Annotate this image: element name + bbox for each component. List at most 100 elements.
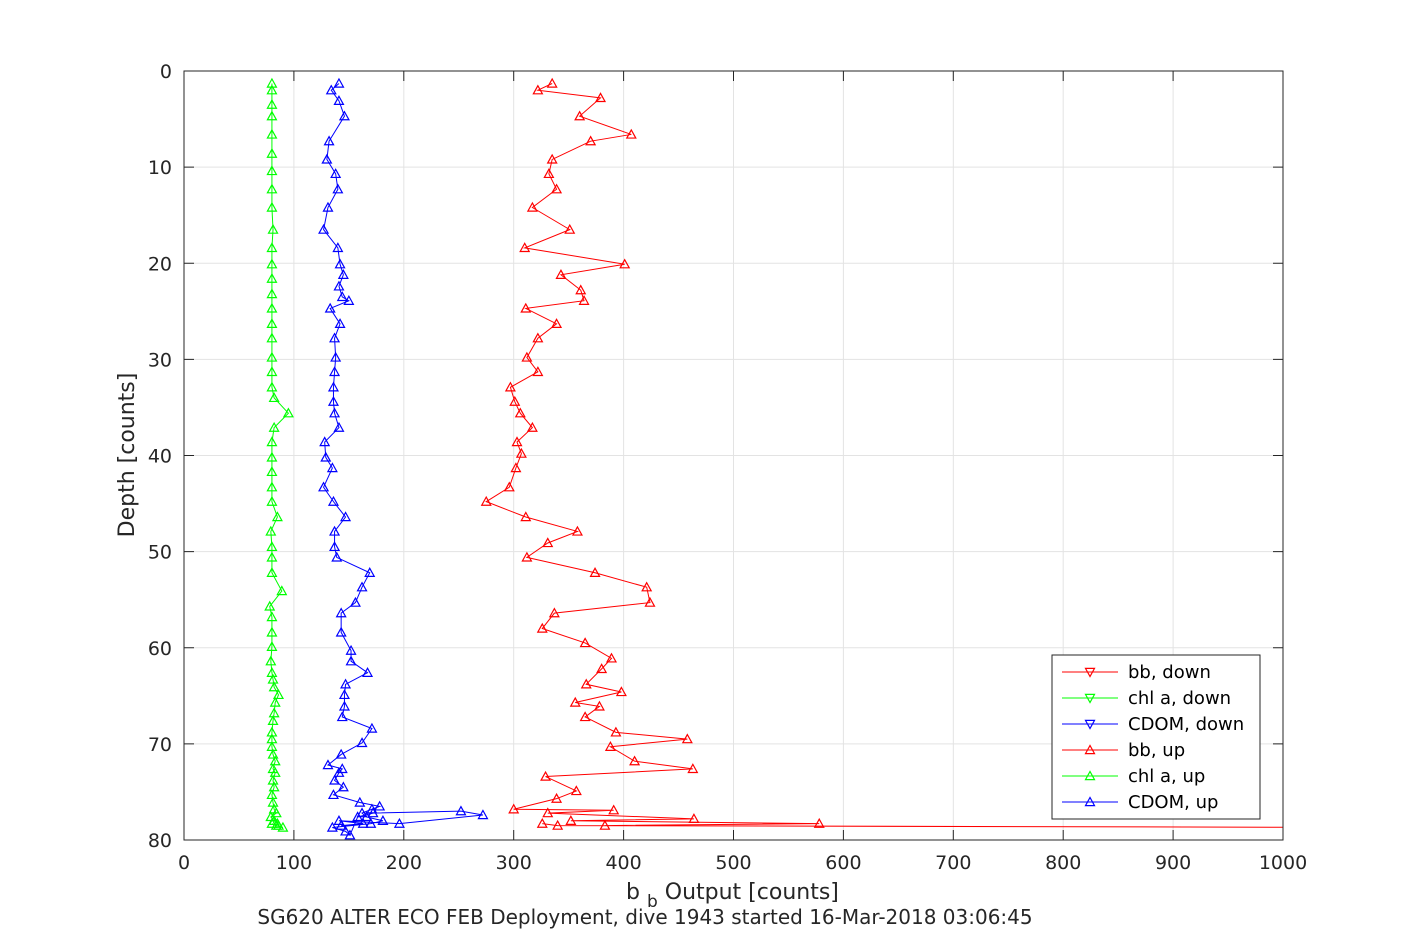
data-point-marker: [338, 110, 350, 121]
data-point-marker: [268, 707, 280, 718]
data-point-marker: [266, 611, 278, 622]
data-point-marker: [266, 381, 278, 392]
data-point-marker: [266, 98, 278, 109]
legend-label: chl a, up: [1128, 766, 1205, 787]
data-point-marker: [332, 183, 344, 194]
data-point-marker: [334, 318, 346, 329]
data-point-marker: [508, 803, 520, 814]
data-point-marker: [266, 165, 278, 176]
data-point-marker: [333, 421, 345, 432]
data-point-marker: [615, 686, 627, 697]
data-point-marker: [608, 804, 620, 815]
data-point-marker: [542, 807, 554, 818]
data-point-marker: [532, 84, 544, 95]
data-point-marker: [543, 168, 555, 179]
data-point-marker: [266, 242, 278, 253]
data-point-marker: [510, 462, 522, 473]
data-point-marker: [282, 407, 294, 418]
data-point-marker: [571, 525, 583, 536]
y-tick-label: 70: [148, 734, 172, 756]
data-point-marker: [327, 495, 339, 506]
data-point-marker: [604, 741, 616, 751]
data-point-marker: [333, 766, 345, 777]
data-point-marker: [265, 525, 277, 536]
data-point-marker: [580, 678, 592, 689]
data-point-marker: [337, 269, 349, 279]
data-point-marker: [331, 551, 343, 562]
data-point-marker: [325, 84, 337, 95]
data-point-marker: [542, 537, 554, 548]
data-point-marker: [356, 581, 368, 592]
data-point-marker: [266, 128, 278, 139]
legend-box: [1051, 654, 1261, 820]
y-tick-label: 30: [148, 349, 172, 371]
data-point-marker: [330, 168, 342, 179]
legend-label: chl a, down: [1128, 688, 1231, 709]
data-point-marker: [268, 681, 280, 692]
data-point-marker: [329, 407, 341, 418]
data-point-marker: [532, 366, 544, 377]
data-point-marker: [548, 607, 560, 618]
data-point-marker: [629, 755, 641, 766]
data-point-marker: [266, 318, 278, 329]
data-point-marker: [455, 805, 467, 816]
data-point-marker: [277, 821, 289, 832]
data-point-marker: [504, 381, 516, 392]
data-point-marker: [270, 819, 282, 830]
data-point-marker: [366, 803, 378, 814]
data-point-marker: [266, 436, 278, 447]
data-point-marker: [521, 351, 533, 362]
data-point-marker: [329, 332, 341, 343]
data-point-marker: [546, 77, 558, 88]
legend-marker: [1084, 693, 1096, 704]
data-point-marker: [377, 815, 389, 825]
data-point-marker: [333, 95, 345, 105]
data-point-marker: [540, 770, 552, 781]
data-point-marker: [335, 819, 347, 830]
data-point-marker: [367, 807, 379, 818]
data-point-marker: [266, 332, 278, 343]
data-point-marker: [595, 92, 607, 103]
legend-label: CDOM, down: [1128, 714, 1244, 735]
data-point-marker: [520, 511, 532, 522]
data-point-marker: [266, 789, 278, 800]
data-point-marker: [266, 466, 278, 477]
data-point-marker: [320, 451, 332, 462]
data-point-marker: [362, 667, 374, 677]
data-point-marker: [318, 481, 330, 492]
data-point-marker: [335, 626, 347, 637]
series-layer: [264, 77, 1283, 840]
data-point-marker: [266, 726, 278, 737]
data-point-marker: [578, 295, 590, 305]
data-point-marker: [340, 511, 352, 522]
data-point-marker: [266, 495, 278, 506]
data-point-marker: [267, 715, 279, 726]
legend-marker: [1084, 719, 1096, 730]
x-tick-label: 400: [605, 852, 641, 874]
data-point-marker: [323, 135, 335, 146]
data-point-marker: [589, 567, 601, 577]
data-point-marker: [336, 763, 348, 774]
data-point-marker: [526, 201, 538, 212]
data-point-marker: [511, 436, 523, 447]
data-point-marker: [322, 759, 334, 770]
x-tick-label: 0: [178, 852, 190, 874]
data-point-marker: [374, 800, 386, 811]
data-point-marker: [605, 652, 618, 663]
data-point-marker: [266, 451, 278, 462]
data-point-marker: [551, 183, 563, 194]
data-point-marker: [266, 258, 278, 269]
data-point-marker: [532, 332, 544, 343]
data-point-marker: [266, 110, 278, 121]
data-point-marker: [599, 819, 611, 830]
data-point-marker: [335, 748, 347, 759]
data-point-marker: [366, 722, 378, 733]
data-point-marker: [266, 84, 278, 95]
data-point-marker: [625, 128, 637, 139]
x-tick-label: 600: [825, 852, 861, 874]
data-point-marker: [269, 696, 281, 707]
data-point-marker: [579, 637, 591, 648]
data-point-marker: [340, 678, 352, 689]
data-point-marker: [579, 711, 591, 722]
y-axis-label: Depth [counts]: [115, 373, 140, 538]
